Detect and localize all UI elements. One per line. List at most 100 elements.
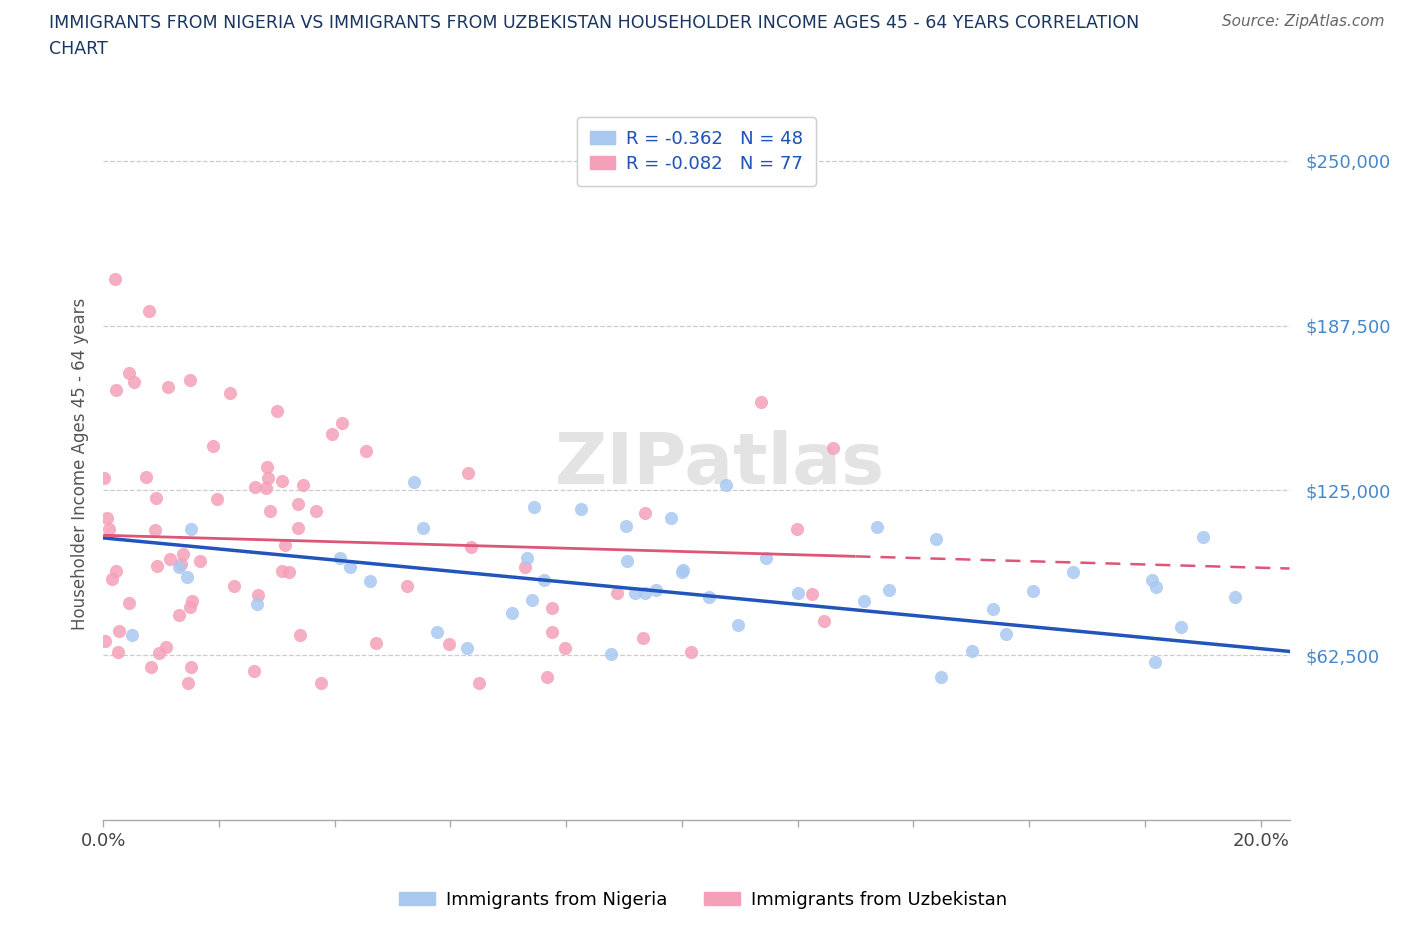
Y-axis label: Householder Income Ages 45 - 64 years: Householder Income Ages 45 - 64 years xyxy=(72,298,89,631)
Point xyxy=(623,585,645,600)
Point xyxy=(100,571,122,586)
Text: Source: ZipAtlas.com: Source: ZipAtlas.com xyxy=(1222,14,1385,29)
Point xyxy=(309,675,332,690)
Point xyxy=(155,639,177,654)
Point xyxy=(1170,619,1192,634)
Text: CHART: CHART xyxy=(49,40,108,58)
Point xyxy=(330,416,353,431)
Point xyxy=(727,618,749,632)
Point xyxy=(246,597,269,612)
Point xyxy=(98,522,121,537)
Point xyxy=(254,481,277,496)
Point xyxy=(533,573,555,588)
Point xyxy=(395,578,418,593)
Point xyxy=(305,503,328,518)
Point xyxy=(599,646,621,661)
Point xyxy=(672,563,695,578)
Point xyxy=(104,272,127,286)
Point xyxy=(121,628,143,643)
Point xyxy=(179,599,201,614)
Point xyxy=(145,559,167,574)
Point xyxy=(329,551,352,565)
Point xyxy=(616,553,638,568)
Point xyxy=(177,675,200,690)
Point xyxy=(287,496,309,511)
Point xyxy=(606,585,628,600)
Point xyxy=(359,574,381,589)
Point xyxy=(176,569,198,584)
Point xyxy=(1144,580,1167,595)
Point xyxy=(273,538,295,552)
Point xyxy=(960,644,983,658)
Point xyxy=(437,636,460,651)
Point xyxy=(659,511,682,525)
Point xyxy=(755,551,778,565)
Point xyxy=(181,593,204,608)
Point xyxy=(633,631,655,645)
Point xyxy=(104,564,127,578)
Point xyxy=(541,624,564,639)
Point xyxy=(169,556,191,571)
Point xyxy=(270,564,292,578)
Point xyxy=(287,521,309,536)
Point xyxy=(278,565,301,579)
Point xyxy=(633,585,655,600)
Point xyxy=(107,644,129,659)
Point xyxy=(105,382,128,397)
Text: IMMIGRANTS FROM NIGERIA VS IMMIGRANTS FROM UZBEKISTAN HOUSEHOLDER INCOME AGES 45: IMMIGRANTS FROM NIGERIA VS IMMIGRANTS FR… xyxy=(49,14,1139,32)
Point xyxy=(143,523,166,538)
Point xyxy=(644,582,666,597)
Point xyxy=(290,628,312,643)
Point xyxy=(93,633,115,648)
Point xyxy=(787,586,810,601)
Point xyxy=(1223,590,1246,604)
Legend: Immigrants from Nigeria, Immigrants from Uzbekistan: Immigrants from Nigeria, Immigrants from… xyxy=(392,884,1014,916)
Point xyxy=(138,303,160,318)
Point xyxy=(321,426,343,441)
Point xyxy=(468,675,491,690)
Text: ZIPatlas: ZIPatlas xyxy=(555,430,886,498)
Point xyxy=(1022,584,1045,599)
Point xyxy=(994,627,1017,642)
Point xyxy=(259,504,281,519)
Point xyxy=(1062,565,1084,579)
Point xyxy=(291,477,314,492)
Point xyxy=(141,659,163,674)
Point xyxy=(179,372,201,387)
Point xyxy=(457,465,479,480)
Point xyxy=(243,664,266,679)
Point xyxy=(513,560,536,575)
Point xyxy=(786,521,808,536)
Point xyxy=(541,601,564,616)
Point xyxy=(148,646,170,661)
Point xyxy=(879,582,901,597)
Point xyxy=(270,473,292,488)
Point xyxy=(456,641,478,656)
Point xyxy=(801,587,824,602)
Point xyxy=(520,592,543,607)
Point xyxy=(118,595,141,610)
Point xyxy=(751,394,773,409)
Point xyxy=(108,624,131,639)
Point xyxy=(813,614,835,629)
Point xyxy=(460,539,482,554)
Point xyxy=(180,522,202,537)
Point xyxy=(157,379,180,394)
Point xyxy=(159,551,181,566)
Point xyxy=(634,506,657,521)
Point xyxy=(866,520,889,535)
Point xyxy=(122,375,145,390)
Point xyxy=(266,404,288,418)
Point xyxy=(188,553,211,568)
Point xyxy=(205,491,228,506)
Point xyxy=(426,624,449,639)
Point xyxy=(169,607,191,622)
Point xyxy=(257,471,280,485)
Point xyxy=(523,499,546,514)
Point xyxy=(222,578,245,593)
Point xyxy=(501,605,523,620)
Point xyxy=(364,635,387,650)
Point xyxy=(981,601,1004,616)
Point xyxy=(243,479,266,494)
Point xyxy=(339,560,361,575)
